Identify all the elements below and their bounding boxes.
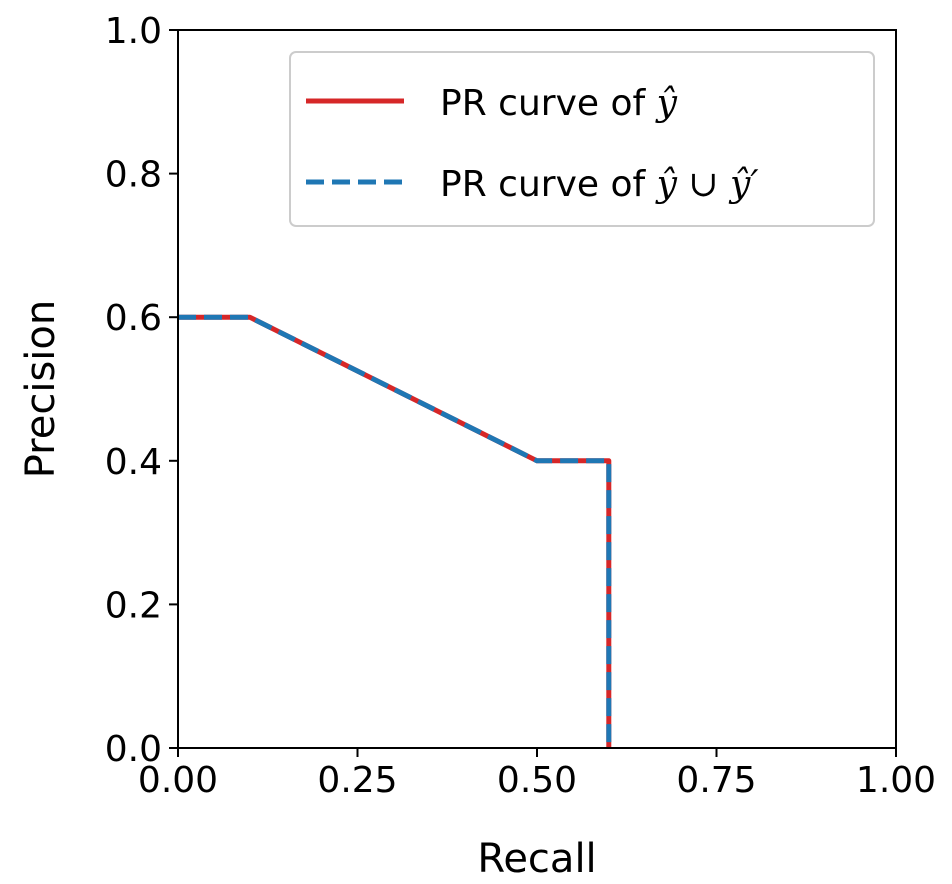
y-tick-label: 1.0 <box>105 11 162 52</box>
x-tick-label: 0.25 <box>317 760 397 801</box>
x-tick-label: 0.00 <box>138 760 218 801</box>
legend: PR curve of ŷ PR curve of ŷ ∪ ŷ′ <box>289 51 875 227</box>
y-axis-label: Precision <box>18 300 64 478</box>
y-tick-label: 0.6 <box>105 298 162 339</box>
legend-label-series-1: PR curve of ŷ <box>440 83 678 124</box>
x-tick-label: 0.75 <box>676 760 756 801</box>
series-line-1 <box>178 314 612 748</box>
y-tick-label: 0.8 <box>105 155 162 196</box>
y-tick-label: 0.2 <box>105 585 162 626</box>
x-tick-label: 0.50 <box>497 760 577 801</box>
legend-box <box>289 51 875 227</box>
legend-label-series-2: PR curve of ŷ ∪ ŷ′ <box>440 164 759 205</box>
x-axis-label: Recall <box>477 836 596 882</box>
y-tick-label: 0.4 <box>105 442 162 483</box>
series-layer <box>178 314 612 748</box>
series-line-2 <box>178 314 612 748</box>
y-tick-label: 0.0 <box>105 729 162 770</box>
x-tick-label: 1.00 <box>856 760 936 801</box>
ticks-layer: 0.00 0.25 0.50 0.75 1.00 0.0 0.2 0.4 0.6 0.8 1.0 <box>105 11 936 801</box>
